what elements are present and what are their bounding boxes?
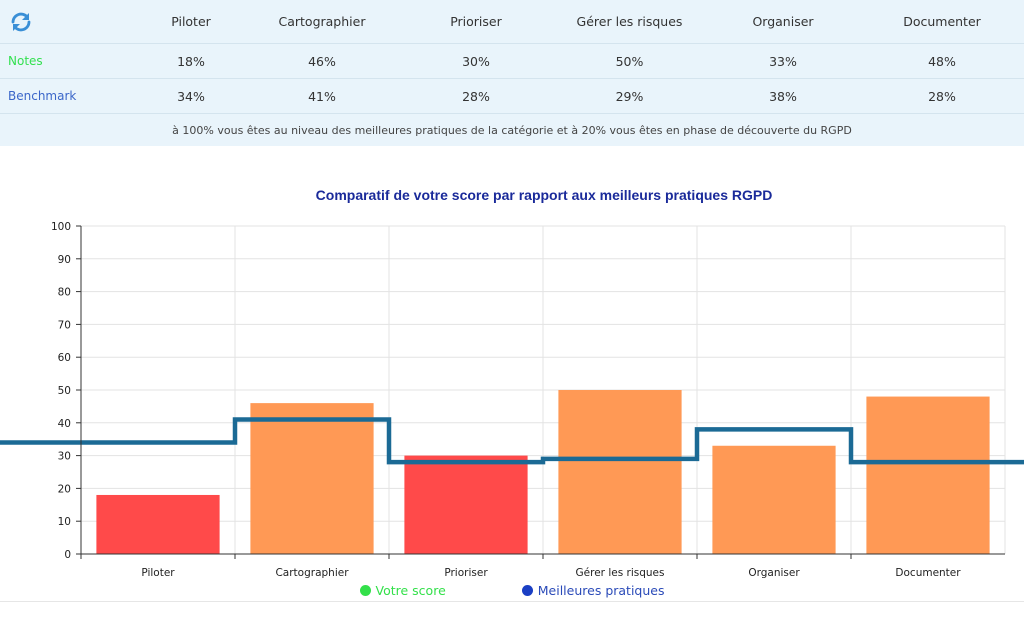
table-cell: 38% xyxy=(769,88,797,104)
row-label-benchmark: Benchmark xyxy=(8,89,77,103)
column-header-piloter: Piloter xyxy=(171,14,211,29)
refresh-icon[interactable] xyxy=(8,9,34,35)
legend-item-votre-score[interactable]: Votre score xyxy=(359,583,446,598)
table-cell: 50% xyxy=(615,53,644,69)
legend-item-meilleures-pratiques[interactable]: Meilleures pratiques xyxy=(521,583,665,598)
column-header-organiser: Organiser xyxy=(752,14,814,29)
bar xyxy=(404,455,528,554)
bar xyxy=(250,403,374,554)
table-cell: 29% xyxy=(615,88,644,104)
divider xyxy=(0,601,1024,602)
table-cell: 28% xyxy=(928,88,956,104)
column-header-prioriser: Prioriser xyxy=(450,14,502,29)
x-tick-label: Piloter xyxy=(141,567,175,579)
y-tick-label: 80 xyxy=(58,287,71,299)
y-tick-label: 90 xyxy=(58,254,71,266)
y-tick-label: 30 xyxy=(58,451,71,463)
y-tick-label: 0 xyxy=(64,549,71,561)
table-footnote: à 100% vous êtes au niveau des meilleure… xyxy=(172,123,852,137)
y-tick-label: 60 xyxy=(58,352,71,364)
x-tick-label: Cartographier xyxy=(275,567,349,579)
x-tick-label: Documenter xyxy=(895,567,961,579)
table-cell: 48% xyxy=(928,53,956,69)
chart-legend: Votre score Meilleures pratiques xyxy=(0,583,1024,598)
table-cell: 34% xyxy=(177,88,205,104)
table-header-row: Piloter Cartographier Prioriser Gérer le… xyxy=(0,0,1024,44)
header-corner xyxy=(0,9,137,35)
legend-dot-meilleures-pratiques xyxy=(521,585,533,596)
table-cell: 28% xyxy=(462,88,490,104)
y-tick-label: 70 xyxy=(58,319,71,331)
column-header-cartographier: Cartographier xyxy=(278,14,366,29)
table-row-benchmark: Benchmark 34% 41% 28% 29% 38% 28% xyxy=(0,79,1024,114)
y-tick-label: 50 xyxy=(58,385,71,397)
table-row-notes: Notes 18% 46% 30% 50% 33% 48% xyxy=(0,44,1024,79)
x-tick-label: Organiser xyxy=(748,567,800,579)
y-tick-label: 10 xyxy=(58,516,71,528)
row-label-notes: Notes xyxy=(8,54,43,68)
y-tick-label: 20 xyxy=(58,483,71,495)
x-tick-label: Prioriser xyxy=(444,567,488,579)
x-tick-label: Gérer les risques xyxy=(576,567,665,579)
legend-label-votre-score: Votre score xyxy=(375,583,446,598)
chart-plot: 0 10 20 30 40 50 60 70 80 90 100 Piloter Cartographi… xyxy=(0,221,1024,579)
legend-label-meilleures-pratiques: Meilleures pratiques xyxy=(537,583,665,598)
bar xyxy=(866,396,990,554)
score-table: Piloter Cartographier Prioriser Gérer le… xyxy=(0,0,1024,146)
bar xyxy=(558,390,682,554)
table-cell: 41% xyxy=(308,88,336,104)
column-header-gerer-les-risques: Gérer les risques xyxy=(576,14,683,29)
series-line-meilleures-pratiques xyxy=(0,417,1024,465)
legend-dot-votre-score xyxy=(359,585,371,596)
bar xyxy=(96,494,220,554)
table-cell: 46% xyxy=(308,53,336,69)
column-header-documenter: Documenter xyxy=(903,14,981,29)
y-tick-label: 40 xyxy=(58,418,71,430)
table-cell: 33% xyxy=(769,53,797,69)
bar xyxy=(712,445,836,554)
table-cell: 18% xyxy=(177,53,205,69)
table-cell: 30% xyxy=(462,53,490,69)
chart-title: Comparatif de votre score par rapport au… xyxy=(315,187,773,203)
y-tick-label: 100 xyxy=(51,221,71,233)
